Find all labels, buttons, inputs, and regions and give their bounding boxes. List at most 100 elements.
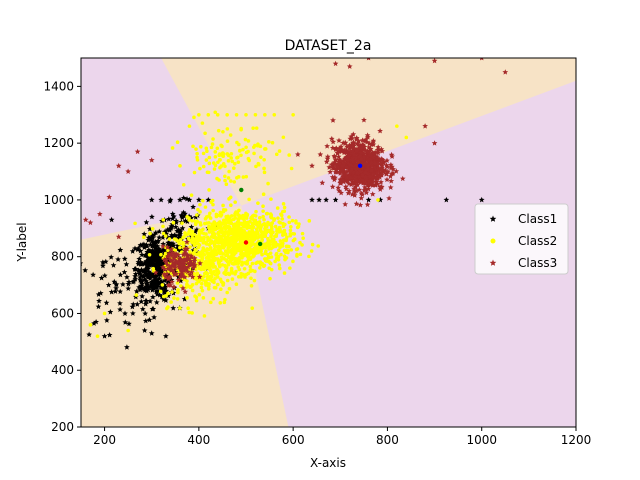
point-marker bbox=[131, 266, 138, 272]
point-marker bbox=[199, 285, 204, 290]
point-marker bbox=[196, 274, 203, 280]
point-marker bbox=[165, 292, 172, 299]
point-marker bbox=[142, 318, 149, 324]
point-marker bbox=[332, 60, 339, 67]
point-marker bbox=[344, 156, 351, 162]
point-marker bbox=[356, 148, 362, 154]
point-marker bbox=[147, 226, 153, 232]
point-marker bbox=[182, 210, 188, 217]
point-marker bbox=[155, 288, 161, 294]
point-marker bbox=[231, 229, 235, 234]
point-marker bbox=[369, 182, 376, 188]
x-axis-label: X-axis bbox=[310, 456, 346, 470]
point-marker bbox=[179, 273, 186, 279]
point-marker bbox=[172, 296, 176, 300]
point-marker bbox=[183, 258, 190, 264]
point-marker bbox=[334, 163, 341, 170]
point-marker bbox=[130, 279, 136, 285]
point-marker bbox=[362, 180, 368, 186]
point-marker bbox=[374, 170, 380, 176]
point-marker bbox=[369, 177, 376, 183]
point-marker bbox=[156, 280, 163, 286]
point-marker bbox=[149, 271, 156, 278]
point-marker bbox=[227, 216, 232, 221]
point-marker bbox=[150, 240, 157, 246]
point-marker bbox=[170, 263, 177, 269]
point-marker bbox=[173, 251, 180, 257]
point-marker bbox=[247, 249, 252, 253]
point-marker bbox=[343, 164, 350, 170]
point-marker bbox=[214, 272, 219, 277]
point-marker bbox=[178, 271, 185, 278]
point-marker bbox=[143, 288, 150, 294]
point-marker bbox=[167, 237, 172, 241]
point-marker bbox=[144, 249, 151, 255]
y-tick-label: 1200 bbox=[43, 136, 74, 150]
point-marker bbox=[209, 274, 214, 279]
point-marker bbox=[230, 159, 235, 164]
point-marker bbox=[185, 296, 189, 300]
point-marker bbox=[341, 160, 347, 167]
point-marker bbox=[117, 306, 123, 312]
point-marker bbox=[148, 196, 155, 203]
point-marker bbox=[232, 166, 236, 171]
series-class2 bbox=[88, 110, 409, 338]
point-marker bbox=[399, 175, 406, 182]
point-marker bbox=[359, 137, 366, 143]
point-marker bbox=[261, 264, 266, 269]
point-marker bbox=[329, 183, 336, 190]
point-marker bbox=[289, 225, 293, 229]
point-marker bbox=[150, 226, 155, 231]
point-marker bbox=[201, 151, 206, 156]
point-marker bbox=[185, 214, 189, 219]
point-marker bbox=[351, 192, 358, 198]
point-marker bbox=[154, 277, 160, 283]
point-marker bbox=[352, 165, 358, 171]
point-marker bbox=[192, 170, 197, 175]
mean-marker bbox=[357, 163, 363, 169]
point-marker bbox=[95, 291, 102, 297]
point-marker bbox=[282, 205, 287, 210]
point-marker bbox=[156, 275, 163, 282]
point-marker bbox=[230, 277, 235, 281]
point-marker bbox=[478, 196, 485, 203]
point-marker bbox=[239, 275, 243, 279]
point-marker bbox=[244, 221, 249, 225]
point-marker bbox=[348, 174, 354, 180]
point-marker bbox=[349, 135, 355, 141]
point-marker bbox=[233, 200, 237, 204]
point-marker bbox=[350, 158, 356, 164]
point-marker bbox=[351, 151, 358, 158]
point-marker bbox=[278, 239, 283, 243]
point-marker bbox=[316, 244, 321, 248]
point-marker bbox=[239, 126, 243, 131]
point-marker bbox=[224, 258, 228, 262]
point-marker bbox=[208, 211, 212, 216]
point-marker bbox=[214, 249, 218, 254]
point-marker bbox=[137, 286, 143, 293]
point-marker bbox=[205, 266, 210, 270]
point-marker bbox=[166, 216, 172, 222]
point-marker bbox=[193, 222, 198, 227]
point-marker bbox=[161, 231, 166, 236]
point-marker bbox=[230, 253, 234, 258]
point-marker bbox=[112, 288, 119, 294]
point-marker bbox=[368, 160, 375, 166]
point-marker bbox=[277, 149, 282, 153]
point-marker bbox=[199, 229, 203, 234]
point-marker bbox=[262, 242, 267, 247]
point-marker bbox=[208, 216, 213, 220]
point-marker bbox=[367, 155, 374, 161]
point-marker bbox=[359, 172, 366, 178]
x-tick-label: 1200 bbox=[561, 433, 592, 447]
point-marker bbox=[249, 283, 254, 288]
point-marker bbox=[176, 289, 180, 294]
point-marker bbox=[173, 219, 180, 225]
point-marker bbox=[367, 146, 374, 152]
point-marker bbox=[335, 153, 342, 160]
point-marker bbox=[144, 279, 151, 286]
point-marker bbox=[217, 178, 221, 182]
point-marker bbox=[347, 172, 353, 179]
point-marker bbox=[338, 165, 345, 172]
mean-marker bbox=[257, 241, 263, 247]
